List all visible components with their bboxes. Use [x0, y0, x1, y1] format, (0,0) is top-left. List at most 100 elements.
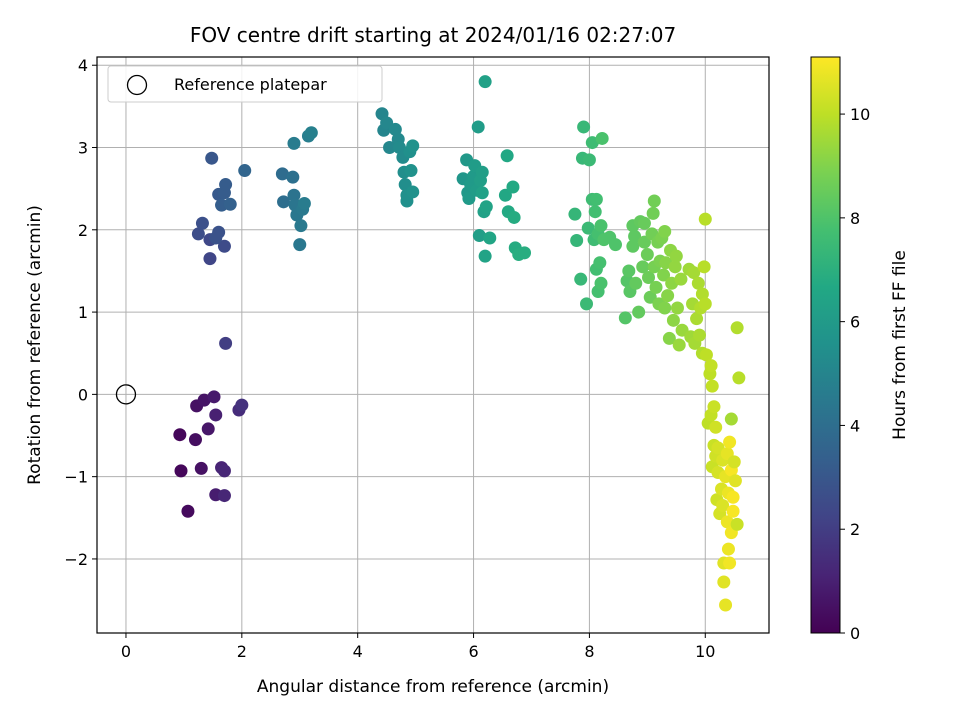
data-point	[471, 120, 485, 134]
data-point	[585, 136, 599, 150]
data-point	[500, 149, 514, 163]
data-point	[658, 301, 672, 315]
data-point	[194, 461, 208, 475]
data-point	[217, 489, 231, 503]
data-point	[388, 122, 402, 136]
data-point	[286, 170, 300, 184]
y-tick-label: 2	[78, 221, 88, 240]
data-point	[728, 474, 742, 488]
data-point	[297, 196, 311, 210]
data-point	[658, 224, 672, 238]
data-point	[594, 276, 608, 290]
data-point	[406, 139, 420, 153]
y-tick-label: −2	[64, 550, 88, 569]
data-point	[574, 272, 588, 286]
data-point	[637, 235, 651, 249]
data-point	[709, 420, 723, 434]
data-point	[581, 221, 595, 235]
data-point	[721, 542, 735, 556]
data-point	[699, 348, 713, 362]
data-point	[717, 575, 731, 589]
data-point	[672, 338, 686, 352]
data-point	[726, 504, 740, 518]
data-point	[207, 390, 221, 404]
data-point	[201, 422, 215, 436]
data-point	[657, 268, 671, 282]
colorbar: 0 2 4 6 8 10 Hours from first FF file	[810, 56, 910, 643]
colorbar-tick-label: 4	[850, 416, 860, 435]
data-point	[642, 271, 656, 285]
data-point	[628, 229, 642, 243]
data-points	[173, 75, 746, 612]
colorbar-label: Hours from first FF file	[890, 250, 910, 440]
legend-marker-open-circle	[126, 74, 148, 96]
data-point	[209, 408, 223, 422]
data-point	[669, 249, 683, 263]
data-point	[719, 598, 733, 612]
data-point	[478, 75, 492, 89]
data-point	[293, 238, 307, 252]
data-point	[472, 229, 486, 243]
data-point	[203, 252, 217, 266]
data-point	[697, 260, 711, 274]
grid-lines	[97, 57, 769, 633]
y-tick-label: 1	[78, 303, 88, 322]
data-point	[582, 153, 596, 167]
chart-title: FOV centre drift starting at 2024/01/16 …	[190, 23, 676, 47]
data-point	[479, 200, 493, 214]
x-tick-label: 0	[121, 642, 131, 661]
data-point	[475, 186, 489, 200]
data-point	[191, 227, 205, 241]
colorbar-tick-label: 6	[850, 313, 860, 332]
data-point	[730, 517, 744, 531]
data-point	[205, 151, 219, 165]
y-tick-label: 4	[78, 56, 88, 75]
data-point	[462, 192, 476, 206]
data-point	[662, 331, 676, 345]
data-point	[695, 287, 709, 301]
data-point	[626, 239, 640, 253]
plot-frame	[96, 56, 770, 634]
data-point	[275, 167, 289, 181]
data-point	[687, 266, 701, 280]
data-point	[690, 312, 704, 326]
data-point	[287, 136, 301, 150]
data-point	[661, 289, 675, 303]
data-point	[629, 276, 643, 290]
data-point	[219, 178, 233, 192]
colorbar-tick-label: 8	[850, 209, 860, 228]
colorbar-tick-label: 10	[850, 105, 870, 124]
data-point	[732, 371, 746, 385]
data-point	[392, 141, 406, 155]
data-point	[235, 398, 249, 412]
data-point	[304, 126, 318, 140]
data-point	[711, 441, 725, 455]
data-point	[570, 233, 584, 247]
data-point	[406, 185, 420, 199]
data-point	[277, 195, 291, 209]
data-point	[692, 328, 706, 342]
reference-point	[115, 384, 137, 405]
x-axis-label: Angular distance from reference (arcmin)	[257, 677, 609, 697]
data-point	[404, 164, 418, 178]
data-point	[632, 305, 646, 319]
data-point	[212, 225, 226, 239]
data-point	[383, 141, 397, 155]
x-tick-label: 10	[695, 642, 715, 661]
data-point	[593, 256, 607, 270]
data-point	[506, 180, 520, 194]
data-point	[483, 231, 497, 245]
data-point	[181, 504, 195, 518]
y-tick-label: 3	[78, 139, 88, 158]
y-tick-label: 0	[78, 385, 88, 404]
data-point	[646, 206, 660, 220]
data-point	[670, 301, 684, 315]
y-axis-ticks: −2 −1 0 1 2 3 4	[64, 56, 97, 569]
colorbar-tick-label: 0	[850, 624, 860, 643]
data-point	[707, 400, 721, 414]
data-point	[608, 238, 622, 252]
x-tick-label: 8	[584, 642, 594, 661]
colorbar-ticks: 0 2 4 6 8 10	[840, 105, 870, 643]
data-point	[649, 280, 663, 294]
data-point	[217, 464, 231, 478]
